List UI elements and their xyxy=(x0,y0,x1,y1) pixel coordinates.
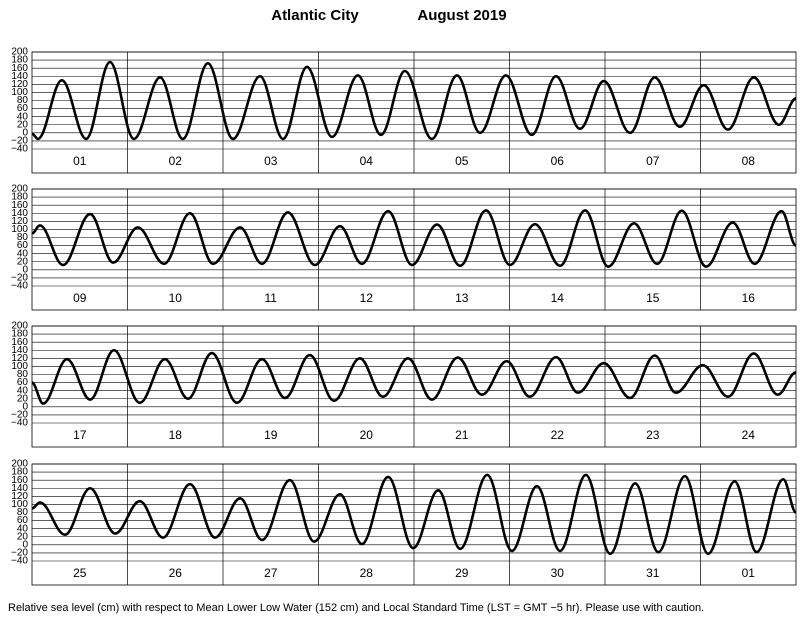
y-tick-label: 0 xyxy=(22,401,28,412)
chart-subtitle: August 2019 xyxy=(417,7,506,24)
x-tick-label: 21 xyxy=(455,428,469,442)
y-tick-label: 120 xyxy=(11,491,28,502)
x-tick-label: 31 xyxy=(646,566,660,580)
y-tick-label: 60 xyxy=(17,377,29,388)
y-tick-label: 140 xyxy=(11,483,28,494)
y-tick-label: 0 xyxy=(22,539,28,550)
y-tick-label: 160 xyxy=(11,63,28,74)
x-tick-label: 10 xyxy=(169,291,183,305)
y-tick-label: 160 xyxy=(11,200,28,211)
x-tick-label: 28 xyxy=(360,566,374,580)
y-tick-label: −40 xyxy=(11,144,28,155)
x-tick-label: 22 xyxy=(551,428,565,442)
y-tick-label: −40 xyxy=(11,418,28,429)
x-tick-label: 15 xyxy=(646,291,660,305)
y-tick-label: 120 xyxy=(11,216,28,227)
y-tick-label: 80 xyxy=(17,95,29,106)
y-tick-label: 180 xyxy=(11,467,28,478)
x-tick-label: 18 xyxy=(169,428,183,442)
y-tick-label: 40 xyxy=(17,385,29,396)
y-tick-label: 20 xyxy=(17,119,29,130)
tide-curve xyxy=(31,348,797,405)
y-tick-label: 100 xyxy=(11,224,28,235)
x-tick-label: 04 xyxy=(360,154,374,168)
y-tick-label: 120 xyxy=(11,79,28,90)
caption: Relative sea level (cm) with respect to … xyxy=(8,602,704,614)
y-tick-label: −20 xyxy=(11,273,28,284)
y-tick-label: 80 xyxy=(17,507,29,518)
y-tick-label: 140 xyxy=(11,71,28,82)
y-tick-label: 60 xyxy=(17,240,29,251)
x-tick-label: 01 xyxy=(742,566,756,580)
x-tick-label: 23 xyxy=(646,428,660,442)
x-tick-label: 13 xyxy=(455,291,469,305)
panel-frame xyxy=(31,463,797,586)
x-tick-label: 24 xyxy=(742,428,756,442)
x-tick-label: 11 xyxy=(265,291,278,305)
x-tick-label: 27 xyxy=(264,566,278,580)
x-tick-label: 19 xyxy=(264,428,278,442)
tide-curve xyxy=(31,60,797,141)
x-tick-label: 12 xyxy=(360,291,374,305)
x-tick-label: 09 xyxy=(73,291,87,305)
y-tick-label: −20 xyxy=(11,410,28,421)
y-tick-label: 180 xyxy=(11,55,28,66)
y-tick-label: −40 xyxy=(11,556,28,567)
y-tick-label: 40 xyxy=(17,523,29,534)
y-tick-label: 200 xyxy=(11,47,28,58)
y-tick-label: 120 xyxy=(11,353,28,364)
y-tick-label: 40 xyxy=(17,111,29,122)
x-tick-label: 05 xyxy=(455,154,469,168)
tide-curve xyxy=(31,209,798,268)
y-tick-label: 100 xyxy=(11,361,28,372)
x-tick-label: 03 xyxy=(264,154,278,168)
x-tick-label: 01 xyxy=(73,154,87,168)
panel-frame xyxy=(31,188,797,311)
x-tick-label: 16 xyxy=(742,291,756,305)
tide-curve xyxy=(31,473,798,556)
y-tick-label: 80 xyxy=(17,232,29,243)
y-tick-label: 200 xyxy=(11,459,28,470)
x-tick-label: 17 xyxy=(73,428,87,442)
y-tick-label: 20 xyxy=(17,531,29,542)
y-tick-label: 0 xyxy=(22,127,28,138)
y-tick-label: −40 xyxy=(11,281,28,292)
y-tick-label: −20 xyxy=(11,548,28,559)
y-tick-label: 60 xyxy=(17,103,29,114)
y-tick-label: 20 xyxy=(17,393,29,404)
y-tick-label: 80 xyxy=(17,369,29,380)
x-tick-label: 30 xyxy=(551,566,565,580)
chart-title: Atlantic City xyxy=(271,7,359,24)
y-tick-label: 40 xyxy=(17,248,29,259)
x-tick-label: 14 xyxy=(551,291,565,305)
y-tick-label: 60 xyxy=(17,515,29,526)
y-tick-label: 200 xyxy=(11,321,28,332)
x-tick-label: 07 xyxy=(646,154,660,168)
x-tick-label: 08 xyxy=(742,154,756,168)
panel-frame xyxy=(31,51,797,174)
y-tick-label: 160 xyxy=(11,475,28,486)
y-tick-label: 200 xyxy=(11,184,28,195)
y-tick-label: 0 xyxy=(22,264,28,275)
x-tick-label: 02 xyxy=(169,154,183,168)
x-tick-label: 06 xyxy=(551,154,565,168)
x-tick-label: 25 xyxy=(73,566,87,580)
y-tick-label: 160 xyxy=(11,337,28,348)
x-tick-label: 26 xyxy=(169,566,183,580)
y-tick-label: 20 xyxy=(17,256,29,267)
x-tick-label: 29 xyxy=(455,566,469,580)
y-tick-label: 180 xyxy=(11,192,28,203)
panel-frame xyxy=(31,325,797,448)
y-tick-label: 100 xyxy=(11,87,28,98)
x-tick-label: 20 xyxy=(360,428,374,442)
y-tick-label: 140 xyxy=(11,208,28,219)
y-tick-label: 180 xyxy=(11,329,28,340)
y-tick-label: 100 xyxy=(11,499,28,510)
y-tick-label: 140 xyxy=(11,345,28,356)
y-tick-label: −20 xyxy=(11,136,28,147)
